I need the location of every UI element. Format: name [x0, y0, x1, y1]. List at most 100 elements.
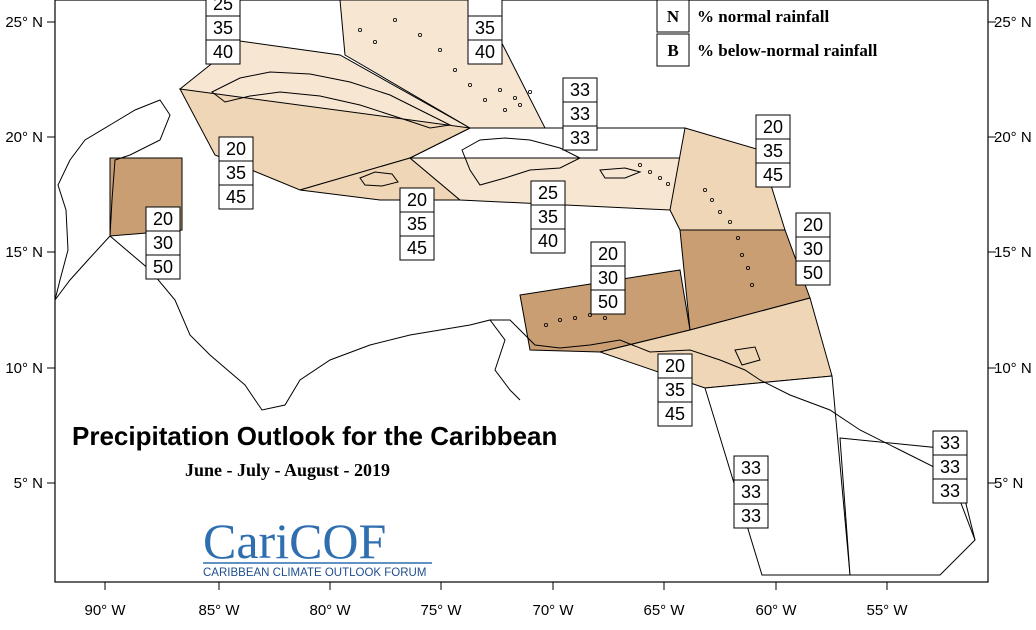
- coast-cuba: [211, 71, 452, 129]
- forecast-box-hispaniola: 25 35 40: [530, 180, 566, 254]
- forecast-cell: [795, 236, 831, 262]
- forecast-value: 35: [538, 207, 558, 227]
- forecast-cell: [205, 15, 241, 41]
- coast-central-america: [109, 235, 521, 411]
- forecast-cell: [562, 125, 598, 151]
- island-dot: [502, 108, 507, 113]
- island-dot: [718, 209, 723, 214]
- latitude-label: 20° N: [5, 129, 43, 146]
- forecast-cell: [590, 265, 626, 291]
- forecast-cell: [932, 430, 968, 456]
- island-dot: [666, 181, 671, 186]
- forecast-value: 20: [665, 356, 685, 376]
- legend-label-n: % normal rainfall: [697, 7, 829, 26]
- forecast-cell: [932, 478, 968, 504]
- longitude-label: 70° W: [532, 602, 574, 619]
- forecast-value: 50: [598, 292, 618, 312]
- forecast-value: 33: [741, 482, 761, 502]
- forecast-value: 40: [538, 231, 558, 251]
- forecast-box-bahamas-west: 25 35 40: [205, 0, 241, 65]
- forecast-box-guyana: 33 33 33: [733, 455, 769, 529]
- island-dot: [544, 322, 549, 327]
- forecast-value: 40: [213, 42, 233, 62]
- map-title: Precipitation Outlook for the Caribbean: [72, 421, 557, 451]
- forecast-value: 35: [213, 18, 233, 38]
- forecast-cell: [657, 377, 693, 403]
- forecast-value: 50: [803, 263, 823, 283]
- island-dot: [638, 162, 643, 167]
- forecast-cell: [590, 241, 626, 267]
- forecast-cell: [467, 0, 503, 17]
- forecast-value: 33: [741, 458, 761, 478]
- forecast-value: 50: [153, 257, 173, 277]
- forecast-box-trinidad: 20 35 45: [657, 353, 693, 427]
- island-dot: [437, 48, 442, 53]
- longitude-label: 60° W: [755, 602, 797, 619]
- island-dot: [558, 317, 563, 322]
- island-dot: [452, 68, 457, 73]
- forecast-value: 45: [665, 404, 685, 424]
- forecast-zones: [109, 0, 976, 576]
- forecast-cell: [733, 455, 769, 481]
- forecast-value: 30: [598, 268, 618, 288]
- forecast-value: 33: [570, 104, 590, 124]
- legend-key-box-n: [656, 0, 690, 33]
- forecast-cell: [467, 39, 503, 65]
- forecast-box-abc-islands: 20 30 50: [590, 241, 626, 315]
- legend-key-box-b: [656, 33, 690, 67]
- latitude-label: 15° N: [5, 244, 43, 261]
- legend-key-b: B: [667, 41, 678, 60]
- forecast-box-windward-islands: 20 30 50: [795, 212, 831, 286]
- forecast-value: 25: [213, 0, 233, 14]
- forecast-value: 33: [741, 506, 761, 526]
- longitude-axis: 90° W 85° W 80° W 75° W 70° W 65° W 60° W 55° W: [84, 582, 908, 619]
- longitude-label: 90° W: [84, 602, 126, 619]
- forecast-value: 20: [598, 244, 618, 264]
- coast-puerto-rico: [599, 167, 642, 179]
- forecast-value: 35: [226, 163, 246, 183]
- small-islands: [357, 17, 755, 327]
- coastlines: [54, 71, 976, 541]
- forecast-value: 45: [763, 165, 783, 185]
- island-dot: [482, 98, 487, 103]
- forecast-box-jamaica: 20 35 45: [399, 187, 435, 261]
- forecast-value: 33: [570, 128, 590, 148]
- forecast-value: 35: [475, 18, 495, 38]
- island-dot: [648, 169, 653, 174]
- forecast-cell: [399, 235, 435, 261]
- forecast-boxes: 2535403540333333203545203050203545253540…: [145, 0, 968, 529]
- latitude-axis-left: 25° N 20° N 15° N 10° N 5° N: [5, 14, 55, 492]
- forecast-value: 33: [940, 433, 960, 453]
- island-dot: [513, 96, 518, 101]
- forecast-box-turks-caicos: 33 33 33: [562, 77, 598, 151]
- forecast-value: 45: [407, 238, 427, 258]
- forecast-value: 30: [153, 233, 173, 253]
- island-dot: [750, 282, 755, 287]
- forecast-box-suriname-guiana: 33 33 33: [932, 430, 968, 504]
- forecast-cell: [530, 228, 566, 254]
- forecast-value: 30: [803, 239, 823, 259]
- forecast-value: 35: [665, 380, 685, 400]
- island-dot: [518, 103, 523, 108]
- island-dot: [372, 40, 377, 45]
- island-dot: [703, 187, 708, 192]
- longitude-label: 75° W: [420, 602, 462, 619]
- longitude-label: 85° W: [198, 602, 240, 619]
- forecast-cell: [795, 212, 831, 238]
- forecast-value: 33: [570, 80, 590, 100]
- forecast-cell: [733, 503, 769, 529]
- latitude-label: 20° N: [994, 129, 1032, 146]
- logo-subtitle: CARIBBEAN CLIMATE OUTLOOK FORUM: [203, 567, 426, 579]
- latitude-label: 10° N: [5, 360, 43, 377]
- forecast-cell: [562, 77, 598, 103]
- latitude-label: 25° N: [994, 14, 1032, 31]
- forecast-value: 25: [538, 183, 558, 203]
- forecast-value: 20: [763, 117, 783, 137]
- forecast-box-leeward-islands: 20 35 45: [755, 114, 791, 188]
- forecast-value: 20: [226, 139, 246, 159]
- forecast-value: 20: [407, 190, 427, 210]
- latitude-axis-right: 25° N 20° N 15° N 10° N 5° N: [988, 14, 1032, 492]
- island-dot: [417, 33, 422, 38]
- caricof-logo: CariCOF CARIBBEAN CLIMATE OUTLOOK FORUM: [203, 513, 432, 579]
